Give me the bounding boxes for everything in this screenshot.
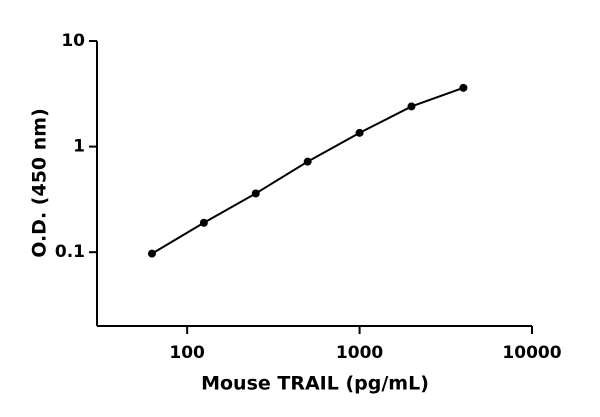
data-point bbox=[303, 157, 312, 166]
data-point bbox=[355, 128, 364, 137]
data-point bbox=[407, 102, 416, 111]
y-tick-label: 0.1 bbox=[55, 242, 85, 262]
data-point bbox=[251, 189, 260, 198]
data-point bbox=[459, 83, 468, 92]
curve bbox=[151, 86, 464, 255]
x-axis-title: Mouse TRAIL (pg/mL) bbox=[201, 373, 429, 395]
y-tick-label: 10 bbox=[61, 31, 85, 51]
y-axis-title: O.D. (450 nm) bbox=[29, 108, 51, 258]
data-point bbox=[199, 218, 208, 227]
x-tick-label: 10000 bbox=[502, 343, 561, 363]
x-tick-label: 1000 bbox=[336, 343, 383, 363]
y-tick-label: 1 bbox=[73, 137, 85, 157]
data-point bbox=[147, 249, 156, 258]
x-tick-label: 100 bbox=[169, 343, 205, 363]
